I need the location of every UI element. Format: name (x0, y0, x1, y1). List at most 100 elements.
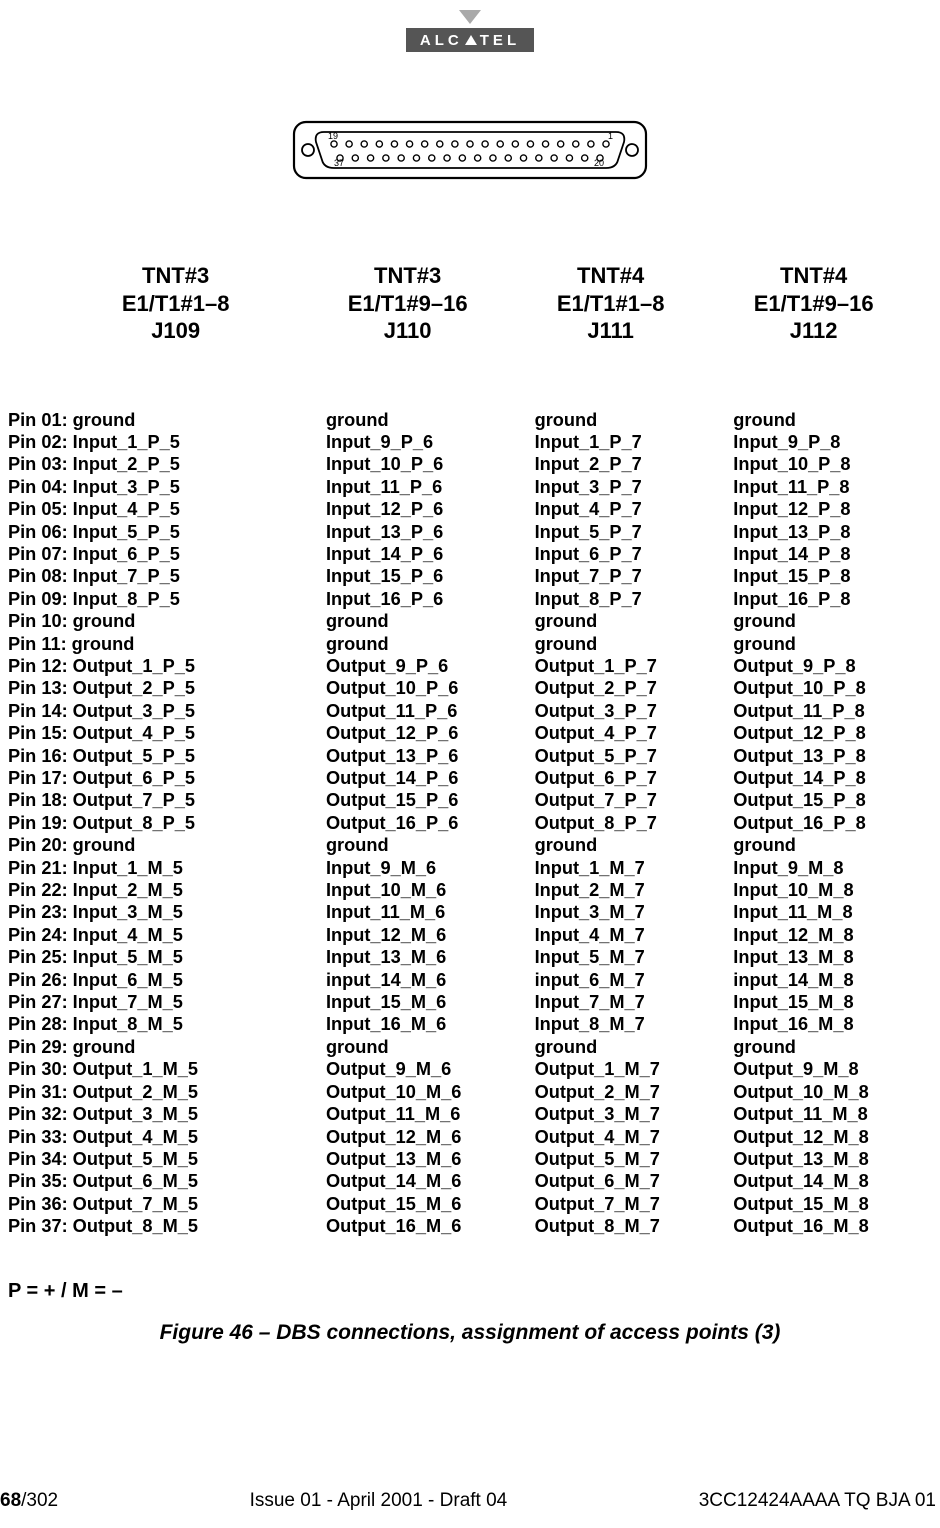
pin-row: Output_16_M_6 (326, 1215, 535, 1237)
pin-row: Pin 08: Input_7_P_5 (8, 565, 326, 587)
pin-row: input_14_M_8 (733, 969, 932, 991)
pin-row: Output_14_M_8 (733, 1170, 932, 1192)
pin-row: Pin 35: Output_6_M_5 (8, 1170, 326, 1192)
pin-row: Pin 21: Input_1_M_5 (8, 857, 326, 879)
pin-row: ground (535, 834, 734, 856)
pin-row: Pin 07: Input_6_P_5 (8, 543, 326, 565)
pin-row: Output_12_P_8 (733, 722, 932, 744)
pin-row: Input_15_P_8 (733, 565, 932, 587)
pin-row: Input_16_P_8 (733, 588, 932, 610)
pin-row: Output_11_M_8 (733, 1103, 932, 1125)
logo-triangle-icon (459, 10, 481, 24)
pin-row: Output_1_P_7 (535, 655, 734, 677)
pin-row: Output_4_M_7 (535, 1126, 734, 1148)
pin-row: Output_16_M_8 (733, 1215, 932, 1237)
pin-row: Output_7_P_7 (535, 789, 734, 811)
pin-row: Output_15_M_8 (733, 1193, 932, 1215)
pin-row: Pin 23: Input_3_M_5 (8, 901, 326, 923)
pin-row: ground (326, 633, 535, 655)
pin-row: Input_10_P_8 (733, 453, 932, 475)
pin-row: ground (733, 1036, 932, 1058)
pin-row: Pin 28: Input_8_M_5 (8, 1013, 326, 1035)
pin-row: Pin 04: Input_3_P_5 (8, 476, 326, 498)
pin-row: Pin 30: Output_1_M_5 (8, 1058, 326, 1080)
column-header: TNT#3E1/T1#1–8J109 (50, 262, 301, 345)
pin-row: Input_2_P_7 (535, 453, 734, 475)
pin-row: Input_9_M_8 (733, 857, 932, 879)
pin-row: Input_14_P_8 (733, 543, 932, 565)
pin-row: Output_12_M_8 (733, 1126, 932, 1148)
pin-row: Pin 03: Input_2_P_5 (8, 453, 326, 475)
pin-row: Output_16_P_8 (733, 812, 932, 834)
pin-row: Input_2_M_7 (535, 879, 734, 901)
footer-page: 68/302 (0, 1490, 58, 1512)
pin-row: Input_13_P_8 (733, 521, 932, 543)
pin-row: Input_13_M_8 (733, 946, 932, 968)
pin-row: Pin 05: Input_4_P_5 (8, 498, 326, 520)
pin-row: Pin 19: Output_8_P_5 (8, 812, 326, 834)
pin-row: Input_12_P_8 (733, 498, 932, 520)
pin-row: Output_10_M_6 (326, 1081, 535, 1103)
pin-row: Input_16_M_6 (326, 1013, 535, 1035)
pin-row: Output_13_M_8 (733, 1148, 932, 1170)
pin-row: Output_5_M_7 (535, 1148, 734, 1170)
pin-row: Input_9_M_6 (326, 857, 535, 879)
svg-text:1: 1 (608, 131, 613, 141)
pin-row: Output_12_M_6 (326, 1126, 535, 1148)
pin-row: Pin 22: Input_2_M_5 (8, 879, 326, 901)
pin-row: Pin 10: ground (8, 610, 326, 632)
pin-row: Output_10_M_8 (733, 1081, 932, 1103)
pin-row: Pin 17: Output_6_P_5 (8, 767, 326, 789)
pin-row: Output_8_P_7 (535, 812, 734, 834)
db37-connector-diagram: 1913720 (0, 110, 940, 190)
pin-row: Input_10_M_8 (733, 879, 932, 901)
pin-row: Output_2_P_7 (535, 677, 734, 699)
pin-row: Output_15_M_6 (326, 1193, 535, 1215)
column-headers-row: TNT#3E1/T1#1–8J109TNT#3E1/T1#9–16J110TNT… (0, 262, 940, 345)
figure-caption: Figure 46 – DBS connections, assignment … (0, 1321, 940, 1345)
pin-row: Pin 34: Output_5_M_5 (8, 1148, 326, 1170)
pin-row: Output_15_P_8 (733, 789, 932, 811)
footer-code: 3CC12424AAAA TQ BJA 01 (699, 1490, 936, 1512)
pin-row: Pin 02: Input_1_P_5 (8, 431, 326, 453)
pin-row: Pin 01: ground (8, 409, 326, 431)
pin-row: Output_5_P_7 (535, 745, 734, 767)
pin-row: Input_11_P_6 (326, 476, 535, 498)
pin-row: input_14_M_6 (326, 969, 535, 991)
pin-row: Output_7_M_7 (535, 1193, 734, 1215)
pin-row: Pin 32: Output_3_M_5 (8, 1103, 326, 1125)
pin-row: Input_9_P_6 (326, 431, 535, 453)
pin-row: Output_14_M_6 (326, 1170, 535, 1192)
pin-row: ground (535, 610, 734, 632)
pin-row: Input_1_P_7 (535, 431, 734, 453)
pin-row: Output_3_P_7 (535, 700, 734, 722)
pin-row: Input_1_M_7 (535, 857, 734, 879)
pin-row: ground (535, 1036, 734, 1058)
pin-column: groundInput_9_P_6Input_10_P_6Input_11_P_… (326, 409, 535, 1238)
pin-row: Output_4_P_7 (535, 722, 734, 744)
pin-row: Pin 31: Output_2_M_5 (8, 1081, 326, 1103)
pin-row: Output_10_P_6 (326, 677, 535, 699)
pin-row: Input_7_M_7 (535, 991, 734, 1013)
pin-row: Output_10_P_8 (733, 677, 932, 699)
pin-row: ground (326, 409, 535, 431)
pin-row: ground (733, 834, 932, 856)
pin-row: Pin 29: ground (8, 1036, 326, 1058)
pin-row: Output_9_M_8 (733, 1058, 932, 1080)
pin-row: ground (326, 610, 535, 632)
footer-issue: Issue 01 - April 2001 - Draft 04 (250, 1490, 508, 1512)
pin-row: Input_12_P_6 (326, 498, 535, 520)
pin-row: ground (326, 1036, 535, 1058)
pin-row: Output_3_M_7 (535, 1103, 734, 1125)
pin-row: Input_4_M_7 (535, 924, 734, 946)
pin-row: Pin 24: Input_4_M_5 (8, 924, 326, 946)
pin-row: Input_11_P_8 (733, 476, 932, 498)
pin-row: Output_9_M_6 (326, 1058, 535, 1080)
pin-row: Output_13_P_6 (326, 745, 535, 767)
pin-row: Output_6_M_7 (535, 1170, 734, 1192)
svg-text:20: 20 (594, 158, 604, 168)
pin-row: ground (733, 409, 932, 431)
pin-row: Output_13_M_6 (326, 1148, 535, 1170)
pin-row: Output_9_P_8 (733, 655, 932, 677)
pin-row: Pin 27: Input_7_M_5 (8, 991, 326, 1013)
